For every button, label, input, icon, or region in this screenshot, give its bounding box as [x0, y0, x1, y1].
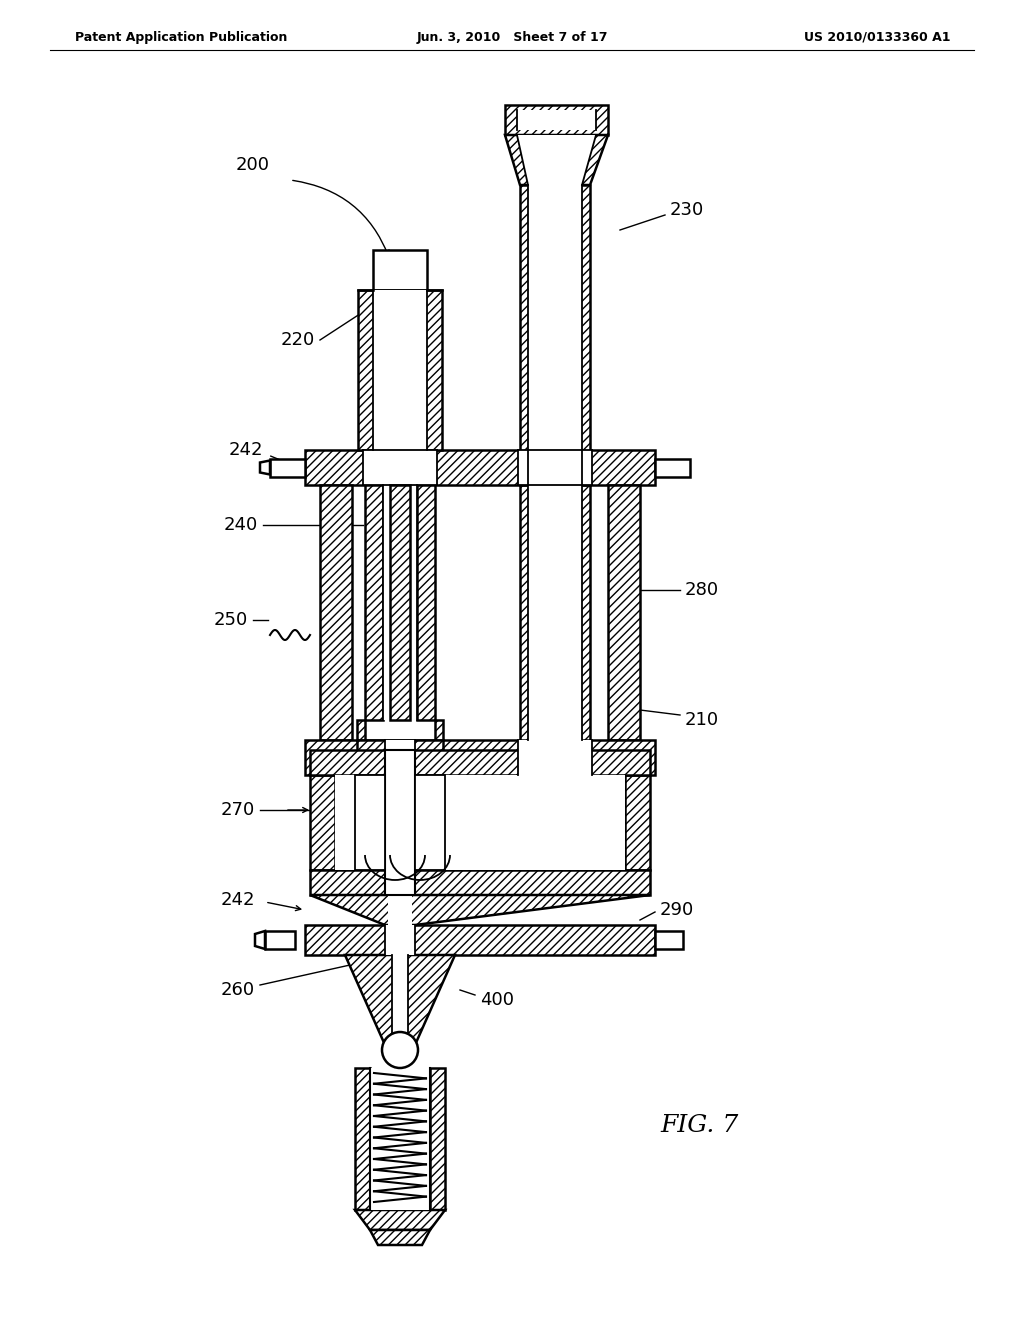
Bar	[520, 185, 590, 484]
Bar	[608, 484, 640, 741]
Polygon shape	[255, 931, 265, 949]
Bar	[270, 458, 305, 477]
Bar	[310, 750, 650, 775]
Text: 272: 272	[430, 813, 462, 832]
Bar	[390, 484, 410, 719]
Bar	[305, 741, 655, 775]
Bar	[415, 775, 445, 870]
Bar	[310, 775, 335, 870]
Text: 242: 242	[220, 891, 255, 909]
Polygon shape	[345, 954, 455, 1045]
Bar	[625, 775, 650, 870]
Bar	[518, 741, 592, 775]
Bar	[520, 484, 590, 741]
Bar	[352, 484, 608, 741]
Bar	[385, 741, 415, 775]
Bar	[655, 458, 690, 477]
Bar	[517, 110, 596, 129]
Bar	[505, 106, 608, 135]
Circle shape	[382, 1032, 418, 1068]
Polygon shape	[310, 895, 650, 925]
Text: 400: 400	[480, 991, 514, 1008]
Bar	[417, 484, 435, 719]
Text: 250: 250	[214, 611, 248, 630]
Text: 210: 210	[685, 711, 719, 729]
Bar	[265, 931, 295, 949]
Bar	[319, 484, 352, 741]
Bar	[305, 925, 655, 954]
Bar	[655, 931, 683, 949]
Text: 230: 230	[670, 201, 705, 219]
Bar	[385, 750, 415, 895]
Bar	[430, 1068, 445, 1210]
Bar	[528, 484, 582, 741]
Text: 242: 242	[228, 441, 263, 459]
Bar	[310, 870, 650, 895]
Bar	[365, 484, 383, 719]
Bar	[357, 719, 365, 741]
Text: FIG. 7: FIG. 7	[660, 1114, 739, 1137]
Bar	[392, 1040, 408, 1045]
Polygon shape	[370, 1230, 430, 1245]
Polygon shape	[505, 135, 608, 185]
Text: 222: 222	[348, 813, 380, 832]
Bar	[305, 450, 655, 484]
Bar	[373, 290, 427, 450]
Bar	[385, 925, 415, 954]
Bar	[358, 290, 442, 450]
Bar	[373, 249, 427, 290]
Bar	[396, 1040, 404, 1045]
Text: 220: 220	[281, 331, 315, 348]
Bar	[335, 775, 625, 870]
Text: 290: 290	[660, 902, 694, 919]
Text: Jun. 3, 2010   Sheet 7 of 17: Jun. 3, 2010 Sheet 7 of 17	[416, 30, 608, 44]
Text: US 2010/0133360 A1: US 2010/0133360 A1	[804, 30, 950, 44]
Text: Patent Application Publication: Patent Application Publication	[75, 30, 288, 44]
Text: 200: 200	[236, 156, 270, 174]
Polygon shape	[260, 461, 270, 474]
Bar	[383, 484, 417, 719]
Text: 270: 270	[221, 801, 255, 818]
Bar	[370, 1068, 430, 1210]
Text: 240: 240	[224, 516, 258, 535]
Polygon shape	[388, 895, 412, 925]
Bar	[357, 741, 443, 755]
Polygon shape	[517, 135, 596, 185]
Bar	[392, 954, 408, 1045]
Text: 280: 280	[685, 581, 719, 599]
Bar	[355, 775, 385, 870]
Bar	[355, 1068, 370, 1210]
Bar	[518, 450, 592, 484]
Bar	[528, 185, 582, 484]
Polygon shape	[355, 1210, 445, 1230]
Text: 260: 260	[221, 981, 255, 999]
Bar	[362, 450, 437, 484]
Bar	[435, 719, 443, 741]
